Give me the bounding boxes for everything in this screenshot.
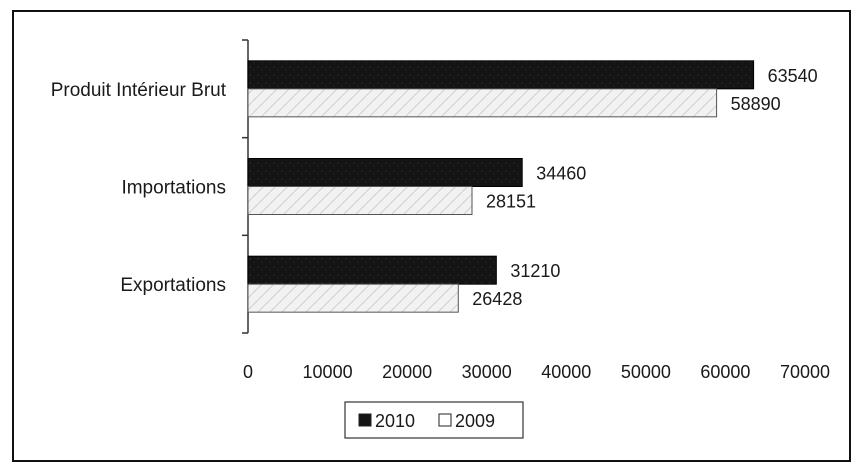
category-label: Exportations [120, 275, 226, 296]
bar-2009 [247, 88, 718, 118]
x-tick-label: 10000 [303, 362, 353, 382]
category-label: Importations [121, 178, 226, 199]
x-tick-label: 30000 [462, 362, 512, 382]
data-label: 58890 [731, 94, 781, 114]
x-tick-label: 20000 [382, 362, 432, 382]
category-label: Produit Intérieur Brut [51, 80, 227, 101]
data-label: 28151 [486, 192, 536, 212]
x-tick-label: 50000 [621, 362, 671, 382]
data-label: 34460 [536, 164, 586, 184]
data-label: 26428 [472, 289, 522, 309]
legend-swatch-2009 [438, 413, 452, 427]
legend-swatch-2010 [358, 413, 372, 427]
legend-label: 2010 [375, 411, 415, 431]
bar-2010 [247, 60, 755, 90]
x-tick-label: 70000 [780, 362, 830, 382]
x-tick-label: 60000 [700, 362, 750, 382]
bar-2009 [247, 283, 459, 313]
bar-2010 [247, 255, 497, 285]
data-label: 31210 [510, 261, 560, 281]
legend-box [344, 401, 524, 439]
x-tick-label: 0 [243, 362, 253, 382]
data-label: 63540 [768, 66, 818, 86]
bar-2010 [247, 158, 523, 187]
legend-label: 2009 [455, 411, 495, 431]
bar-2009 [247, 186, 473, 215]
x-tick-label: 40000 [541, 362, 591, 382]
